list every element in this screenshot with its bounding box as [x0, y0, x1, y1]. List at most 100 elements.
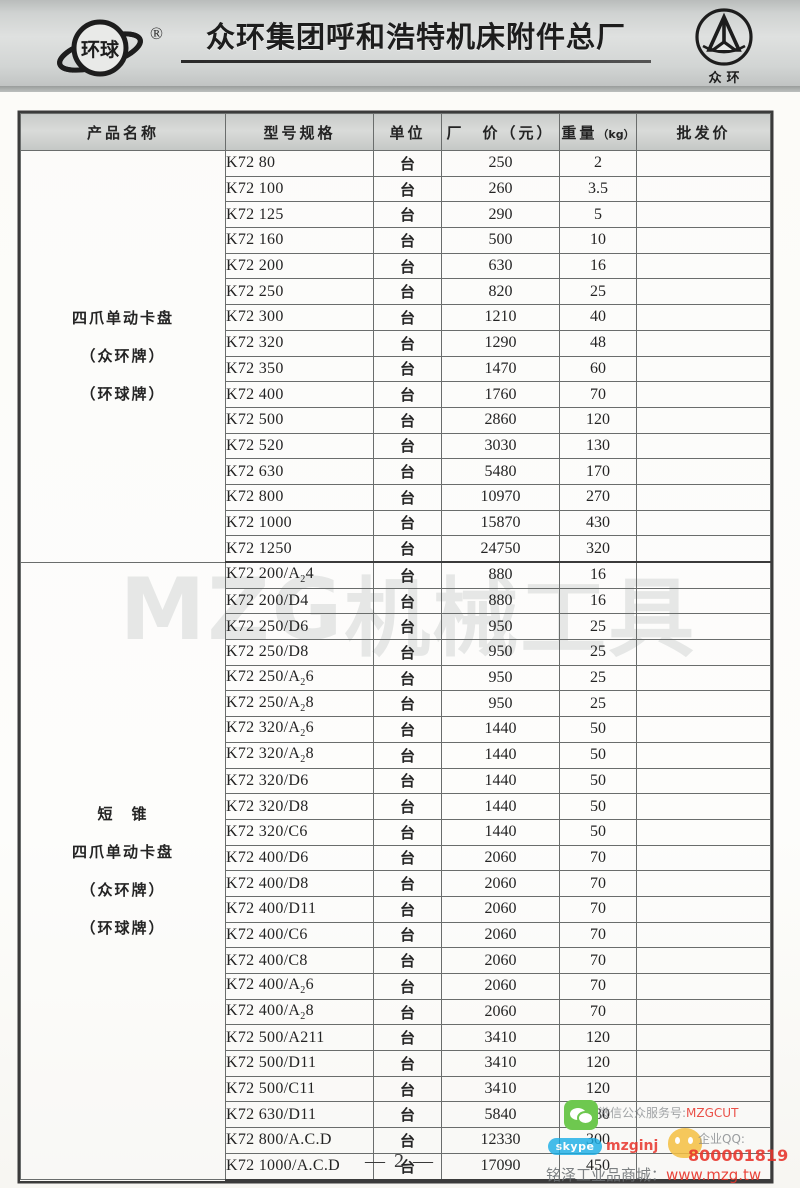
model-spec-cell: K72 400 — [225, 381, 374, 408]
factory-price-cell: 3030 — [441, 432, 560, 460]
product-name-cell: 四爪单动卡盘 （众环牌） （环球牌） — [20, 150, 226, 563]
model-spec-cell: K72 320/C6 — [225, 818, 374, 846]
factory-price-cell: 2860 — [441, 406, 560, 434]
wholesale-price-cell — [636, 844, 771, 872]
unit-cell: 台 — [373, 535, 442, 564]
table-row: K72 320/C6 台 1440 50 — [21, 818, 771, 846]
factory-price-cell: 950 — [441, 690, 560, 718]
wholesale-price-cell — [636, 304, 771, 331]
table-row: K72 400/D11 台 2060 70 — [21, 895, 771, 923]
registered-trademark-icon: ® — [150, 24, 163, 43]
unit-cell: 台 — [373, 895, 442, 923]
svg-text:环球: 环球 — [81, 38, 120, 61]
wholesale-price-cell — [636, 767, 771, 795]
factory-price-cell: 1470 — [441, 355, 560, 383]
weight-cell: 70 — [559, 381, 637, 408]
unit-cell: 台 — [373, 664, 442, 692]
product-name-line: （环球牌） — [80, 385, 166, 404]
table-row: K72 800 台 10970 270 — [21, 483, 771, 511]
wholesale-price-cell — [636, 690, 771, 718]
model-spec-cell: K72 400/A26 — [225, 973, 374, 1000]
unit-cell: 台 — [373, 329, 442, 357]
model-subscript: 2 — [300, 728, 306, 740]
wholesale-price-cell — [636, 150, 771, 177]
weight-cell: 25 — [559, 278, 637, 306]
unit-cell: 台 — [373, 201, 442, 229]
table-row: K72 250 台 820 25 — [21, 278, 771, 306]
column-header-product-name: 产品名称 — [20, 113, 226, 151]
factory-price-cell: 2060 — [441, 921, 560, 949]
company-title: 众环集团呼和浩特机床附件总厂 — [205, 20, 626, 54]
wholesale-price-cell — [636, 535, 771, 564]
factory-price-cell: 2060 — [441, 998, 560, 1026]
model-spec-cell: K72 250 — [225, 278, 374, 306]
unit-cell: 台 — [373, 458, 442, 485]
factory-price-cell: 1440 — [441, 767, 560, 795]
unit-cell: 台 — [373, 998, 442, 1026]
factory-price-cell: 630 — [441, 252, 560, 280]
table-row: K72 400/D6 台 2060 70 — [21, 844, 771, 872]
weight-cell: 2 — [559, 150, 637, 177]
weight-cell: 70 — [559, 998, 637, 1026]
unit-cell: 台 — [373, 587, 442, 615]
factory-price-cell: 24750 — [441, 535, 560, 564]
model-spec-cell: K72 630 — [225, 458, 374, 485]
weight-cell: 70 — [559, 895, 637, 923]
weight-cell: 50 — [559, 793, 637, 820]
factory-price-cell: 3410 — [441, 1075, 560, 1103]
wholesale-price-cell — [636, 818, 771, 846]
column-header-wholesale-price: 批发价 — [636, 113, 771, 151]
factory-price-cell: 3410 — [441, 1024, 560, 1052]
unit-cell: 台 — [373, 1152, 442, 1181]
weight-cell: 48 — [559, 329, 637, 357]
model-spec-cell: K72 400/D11 — [225, 895, 374, 923]
wholesale-price-cell — [636, 278, 771, 306]
model-subscript: 2 — [300, 574, 306, 586]
wholesale-price-cell — [636, 483, 771, 511]
wholesale-price-cell — [636, 793, 771, 820]
model-spec-cell: K72 1000 — [225, 509, 374, 537]
model-spec-cell: K72 200/D4 — [225, 587, 374, 615]
product-name-line: （环球牌） — [80, 918, 166, 937]
wholesale-price-cell — [636, 227, 771, 254]
product-name-line: （众环牌） — [80, 880, 166, 899]
factory-price-cell: 1440 — [441, 793, 560, 820]
table-row: K72 125 台 290 5 — [21, 201, 771, 229]
zhonghuan-emblem-icon — [695, 8, 753, 66]
product-name-line: 短 锥 — [97, 804, 149, 823]
wholesale-price-cell — [636, 664, 771, 692]
model-spec-cell: K72 400/C8 — [225, 947, 374, 974]
column-header-model-spec: 型号规格 — [225, 113, 374, 151]
table-row: K72 320/A28 台 1440 50 — [21, 741, 771, 769]
unit-cell: 台 — [373, 741, 442, 769]
unit-cell: 台 — [373, 355, 442, 383]
factory-price-cell: 5840 — [441, 1101, 560, 1129]
model-spec-cell: K72 400/C6 — [225, 921, 374, 949]
unit-cell: 台 — [373, 639, 442, 666]
model-spec-cell: K72 500/C11 — [225, 1075, 374, 1103]
unit-cell: 台 — [373, 1075, 442, 1103]
factory-price-cell: 5480 — [441, 458, 560, 485]
model-spec-cell: K72 400/D8 — [225, 870, 374, 897]
model-spec-cell: K72 250/D6 — [225, 613, 374, 641]
model-spec-cell: K72 630/D11 — [225, 1101, 374, 1129]
weight-cell: 25 — [559, 613, 637, 641]
table-row: K72 400/C8 台 2060 70 — [21, 947, 771, 974]
model-spec-cell: K72 320/A26 — [225, 716, 374, 743]
model-spec-cell: K72 400/A28 — [225, 998, 374, 1026]
wholesale-price-cell — [636, 329, 771, 357]
model-spec-cell: K72 100 — [225, 175, 374, 203]
wholesale-price-cell — [636, 406, 771, 434]
wholesale-price-cell — [636, 895, 771, 923]
weight-cell: 16 — [559, 561, 637, 589]
table-row: K72 1000/A.C.D 台 17090 450 — [21, 1152, 771, 1181]
table-row: K72 320 台 1290 48 — [21, 329, 771, 357]
unit-cell: 台 — [373, 1101, 442, 1129]
factory-price-cell: 2060 — [441, 947, 560, 974]
model-spec-cell: K72 350 — [225, 355, 374, 383]
unit-cell: 台 — [373, 561, 442, 589]
weight-cell: 25 — [559, 690, 637, 718]
wholesale-price-cell — [636, 509, 771, 537]
page-number: — 2 — — [365, 1150, 435, 1172]
model-spec-cell: K72 200/A24 — [225, 561, 374, 589]
